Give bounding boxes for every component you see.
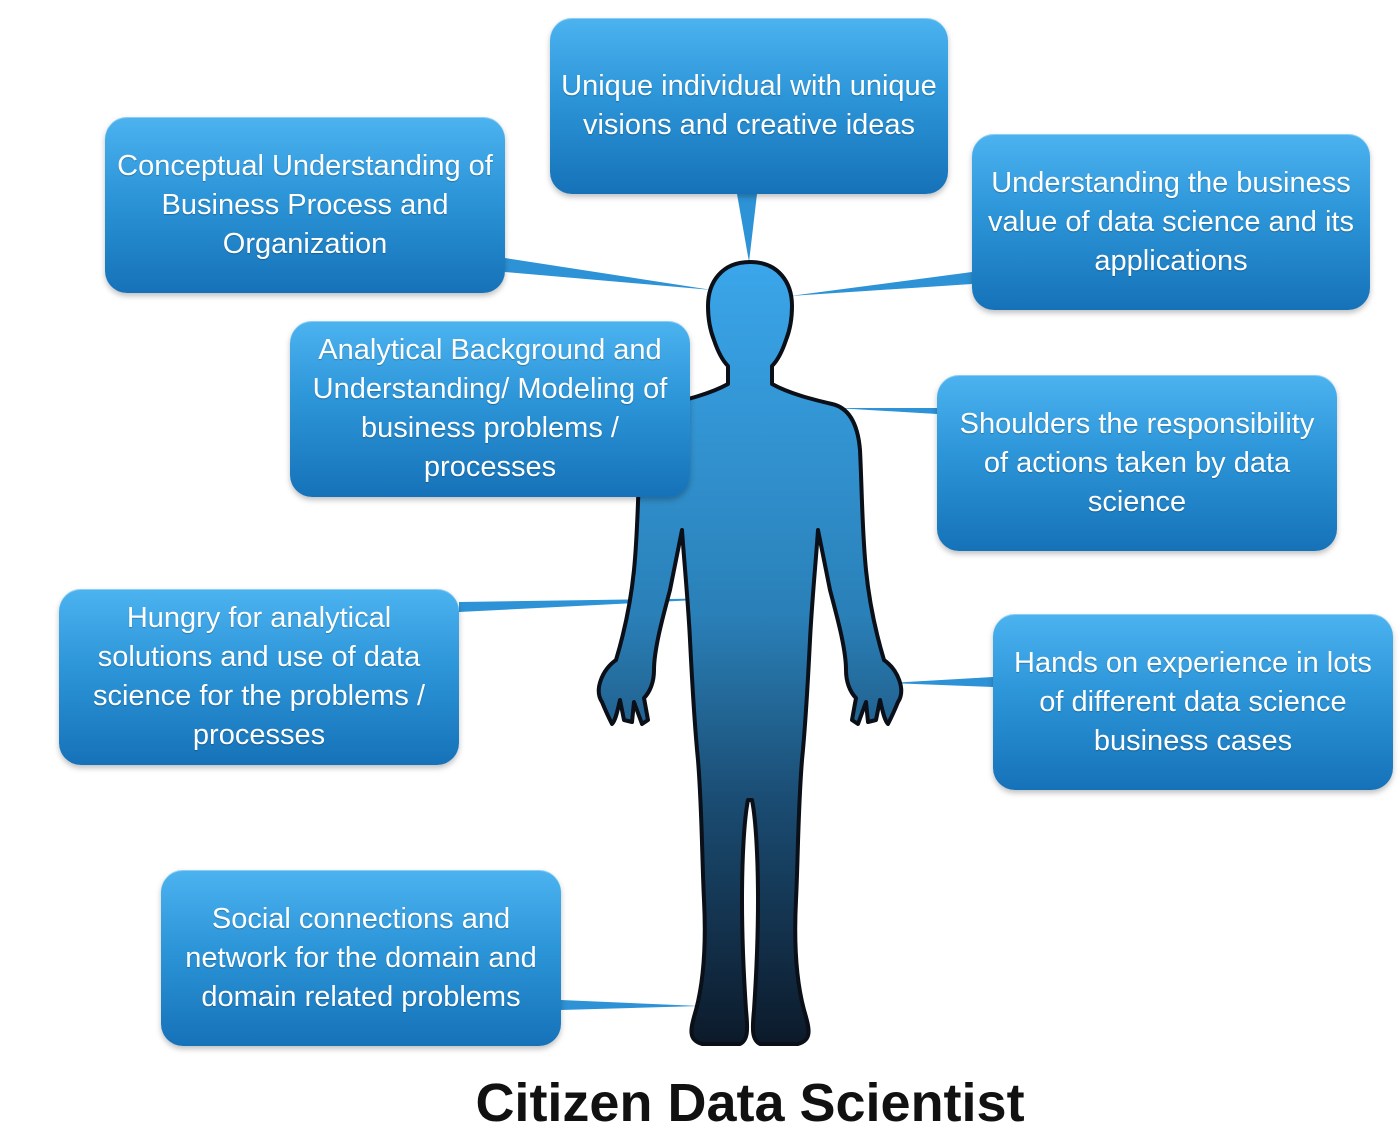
connector-b8: [561, 1000, 700, 1010]
trait-text-unique-individual: Unique individual with unique visions an…: [561, 70, 937, 141]
trait-box-conceptual-understanding: Conceptual Understanding of Business Pro…: [105, 117, 505, 293]
trait-text-responsibility: Shoulders the responsibility of actions …: [959, 407, 1315, 518]
trait-text-hungry-for-solutions: Hungry for analytical solutions and use …: [92, 602, 426, 751]
trait-text-conceptual-understanding: Conceptual Understanding of Business Pro…: [117, 149, 493, 260]
diagram-title: Citizen Data Scientist: [475, 1073, 1025, 1132]
trait-box-business-value: Understanding the business value of data…: [972, 134, 1370, 310]
connector-b1: [737, 194, 757, 262]
trait-box-responsibility: Shoulders the responsibility of actions …: [937, 375, 1337, 551]
trait-text-analytical-background: Analytical Background and Understanding/…: [312, 334, 668, 483]
trait-box-analytical-background: Analytical Background and Understanding/…: [290, 321, 690, 497]
trait-text-social-connections: Social connections and network for the d…: [185, 902, 537, 1013]
trait-text-hands-on-experience: Hands on experience in lots of different…: [1014, 646, 1372, 757]
connector-b3: [790, 272, 972, 296]
trait-box-social-connections: Social connections and network for the d…: [161, 870, 561, 1046]
connector-b2: [505, 258, 712, 290]
trait-box-hands-on-experience: Hands on experience in lots of different…: [993, 614, 1393, 790]
trait-box-hungry-for-solutions: Hungry for analytical solutions and use …: [59, 589, 459, 765]
trait-text-business-value: Understanding the business value of data…: [988, 166, 1354, 277]
connector-b7: [888, 677, 993, 687]
connector-b5: [835, 408, 937, 414]
trait-box-unique-individual: Unique individual with unique visions an…: [550, 18, 948, 194]
